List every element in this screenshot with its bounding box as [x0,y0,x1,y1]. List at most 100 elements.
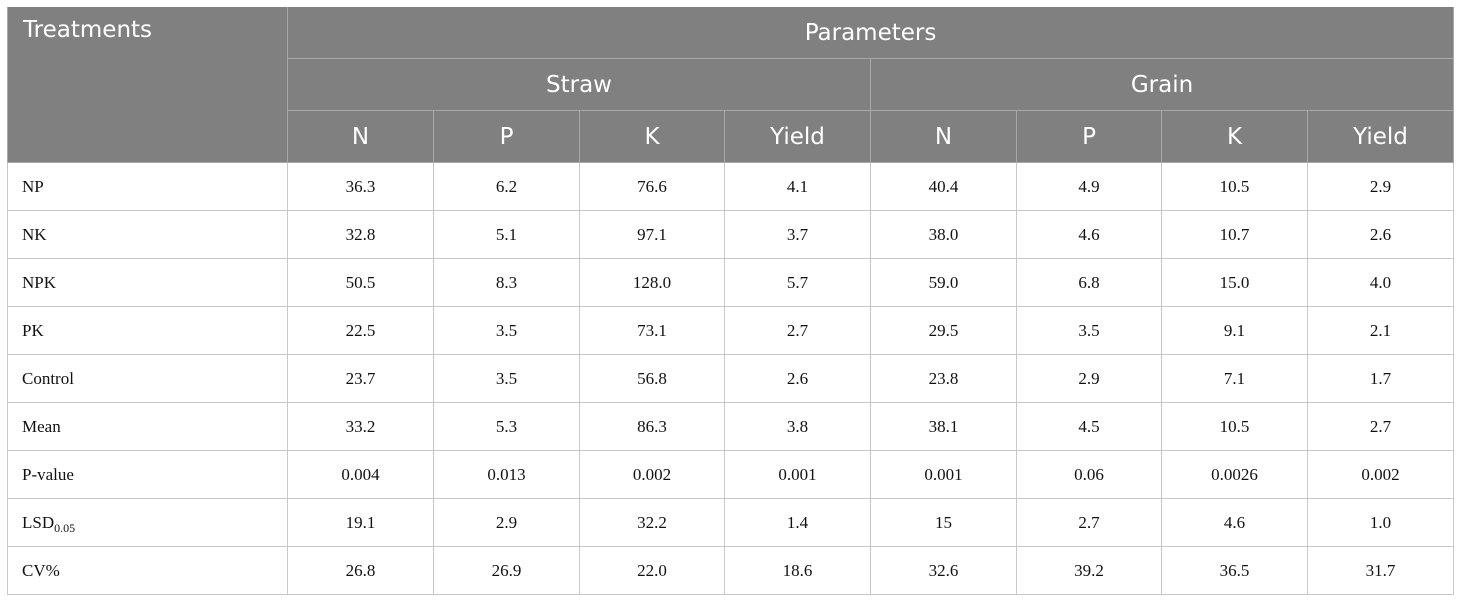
table-cell: 32.6 [870,546,1017,595]
table-cell: 4.9 [1016,162,1162,211]
table-row: P-value 0.004 0.013 0.002 0.001 0.001 0.06 0.00… [7,450,1455,499]
data-table: Treatments Parameters Straw Grain N P K … [7,7,1455,595]
table-cell: 2.6 [724,354,871,403]
table-row: CV% 26.8 26.9 22.0 18.6 32.6 39.2 36.5 31.7 [7,546,1455,595]
table-cell: 0.013 [433,450,580,499]
table-row: Mean 33.2 5.3 86.3 3.8 38.1 4.5 10.5 2.7 [7,402,1455,451]
row-label: NP [7,162,288,211]
table-cell: 2.9 [1016,354,1162,403]
table-cell: 1.0 [1306,498,1455,547]
table-cell: 15.0 [1161,258,1308,307]
column-header: K [579,110,725,163]
table-cell: 36.3 [287,162,434,211]
table-row: NP 36.3 6.2 76.6 4.1 40.4 4.9 10.5 2.9 [7,162,1455,211]
table-cell: 15 [870,498,1017,547]
table-cell: 6.2 [433,162,580,211]
group-header-straw: Straw [287,58,871,111]
table-cell: 2.7 [724,306,871,355]
table-body: NP 36.3 6.2 76.6 4.1 40.4 4.9 10.5 2.9 NK 32.8 5.1 9… [7,162,1455,595]
table-cell: 40.4 [870,162,1017,211]
table-cell: 29.5 [870,306,1017,355]
table-cell: 4.5 [1016,402,1162,451]
table-cell: 3.8 [724,402,871,451]
table-cell: 3.5 [1016,306,1162,355]
row-label: PK [7,306,288,355]
column-header: P [1016,110,1162,163]
table-cell: 39.2 [1016,546,1162,595]
table-cell: 7.1 [1161,354,1308,403]
column-header: K [1161,110,1308,163]
row-label: CV% [7,546,288,595]
table-row: Control 23.7 3.5 56.8 2.6 23.8 2.9 7.1 1.7 [7,354,1455,403]
column-header: P [433,110,580,163]
table-cell: 59.0 [870,258,1017,307]
column-header: N [287,110,434,163]
table-cell: 0.001 [870,450,1017,499]
table-cell: 3.5 [433,306,580,355]
table-cell: 22.0 [579,546,725,595]
column-header: Yield [1306,110,1455,163]
table-cell: 2.1 [1306,306,1455,355]
table-cell: 0.0026 [1161,450,1308,499]
table-row: NK 32.8 5.1 97.1 3.7 38.0 4.6 10.7 2.6 [7,210,1455,259]
row-label-subscript: 0.05 [54,520,76,535]
table-cell: 128.0 [579,258,725,307]
table-cell: 2.9 [433,498,580,547]
group-header-grain: Grain [869,58,1455,111]
table-cell: 86.3 [579,402,725,451]
table-cell: 2.9 [1306,162,1455,211]
table-row: NPK 50.5 8.3 128.0 5.7 59.0 6.8 15.0 4.0 [7,258,1455,307]
table-header: Treatments Parameters Straw Grain N P K … [7,7,1455,163]
table-cell: 0.002 [579,450,725,499]
treatments-header: Treatments [7,7,288,163]
table-cell: 5.3 [433,402,580,451]
table-cell: 0.06 [1016,450,1162,499]
table-cell: 0.001 [724,450,871,499]
table-row: LSD0.05 19.1 2.9 32.2 1.4 15 2.7 4.6 1.0 [7,498,1455,547]
table-cell: 32.8 [287,210,434,259]
table-cell: 4.1 [724,162,871,211]
table-cell: 6.8 [1016,258,1162,307]
row-label: Mean [7,402,288,451]
table-cell: 4.0 [1306,258,1455,307]
table-cell: 3.7 [724,210,871,259]
table-row: PK 22.5 3.5 73.1 2.7 29.5 3.5 9.1 2.1 [7,306,1455,355]
row-label: NPK [7,258,288,307]
column-header: Yield [724,110,871,163]
table-cell: 2.7 [1016,498,1162,547]
table-cell: 4.6 [1161,498,1308,547]
table-cell: 2.7 [1306,402,1455,451]
parameters-header: Parameters [286,7,1455,59]
table-cell: 33.2 [287,402,434,451]
table-cell: 0.002 [1306,450,1455,499]
table-cell: 22.5 [287,306,434,355]
table-cell: 36.5 [1161,546,1308,595]
table-cell: 38.0 [870,210,1017,259]
table-cell: 50.5 [287,258,434,307]
table-cell: 5.1 [433,210,580,259]
row-label: LSD0.05 [7,498,288,547]
table-cell: 38.1 [870,402,1017,451]
table-cell: 19.1 [287,498,434,547]
table-cell: 73.1 [579,306,725,355]
row-label: NK [7,210,288,259]
table-cell: 23.8 [870,354,1017,403]
table-cell: 1.7 [1306,354,1455,403]
row-label: Control [7,354,288,403]
table-cell: 2.6 [1306,210,1455,259]
table-cell: 10.5 [1161,162,1308,211]
table-cell: 5.7 [724,258,871,307]
table-cell: 4.6 [1016,210,1162,259]
table-cell: 18.6 [724,546,871,595]
table-cell: 10.5 [1161,402,1308,451]
table-cell: 56.8 [579,354,725,403]
table-cell: 32.2 [579,498,725,547]
table-cell: 23.7 [287,354,434,403]
table-cell: 26.9 [433,546,580,595]
table-cell: 9.1 [1161,306,1308,355]
column-header: N [870,110,1017,163]
table-cell: 3.5 [433,354,580,403]
table-cell: 31.7 [1306,546,1455,595]
table-cell: 8.3 [433,258,580,307]
table-cell: 76.6 [579,162,725,211]
